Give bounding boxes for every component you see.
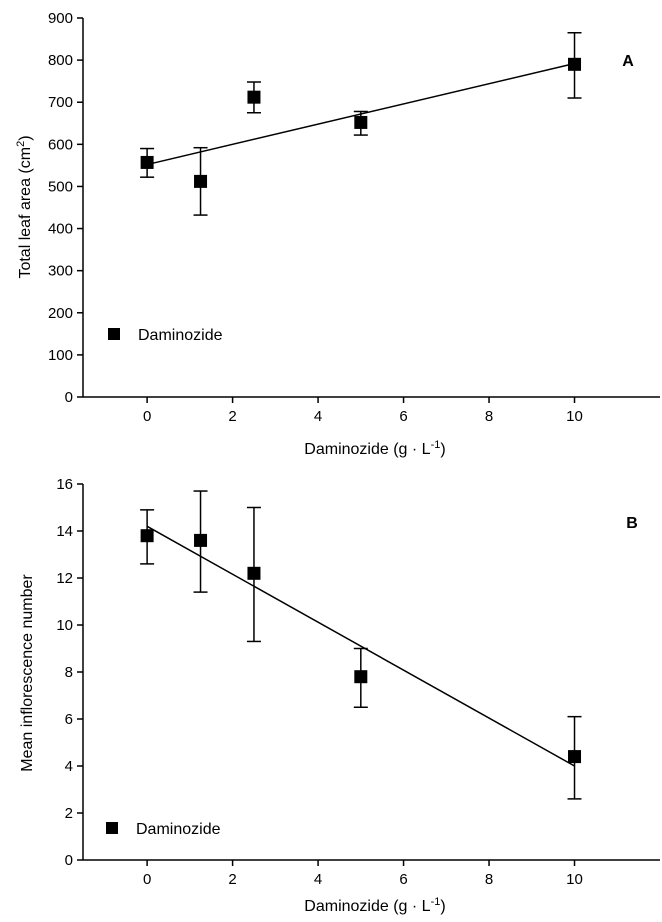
panel-a-x-tick-label: 0 (143, 408, 151, 425)
panel-b-x-tick-label: 0 (143, 871, 151, 888)
panel-b-y-tick-label: 0 (65, 852, 73, 869)
panel-a-axes: 0 100 200 300 400 500 600 700 800 900 0 2 4 6 8 10 (48, 10, 660, 425)
panel-a-x-tick-label: 8 (485, 408, 493, 425)
panel-a-data-point (194, 175, 207, 188)
panel-b-fit-line (147, 526, 574, 766)
panel-b-y-tick-label: 10 (56, 617, 73, 634)
panel-b-x-tick-label: 8 (485, 871, 493, 888)
panel-b-y-tick-label: 8 (65, 664, 73, 681)
panel-a-y-axis-title: Total leaf area (cm2) (15, 135, 34, 278)
panel-a-data-point (141, 156, 154, 169)
panel-b-x-tick-label: 6 (399, 871, 407, 888)
panel-a-x-axis-title: Daminozide (g · L-1) (304, 439, 445, 458)
panel-b-x-tick-label: 4 (314, 871, 322, 888)
panel-b-y-tick-label: 6 (65, 711, 73, 728)
panel-a-y-tick-label: 100 (48, 347, 73, 364)
panel-a-legend-marker (108, 328, 120, 340)
panel-b-data-point (354, 670, 367, 683)
panel-a-data-point (568, 58, 581, 71)
panel-a-data-point (354, 116, 367, 129)
panel-b-y-tick-label: 2 (65, 805, 73, 822)
panel-b-label: B (626, 515, 638, 532)
panel-b: 0 2 4 6 8 10 12 14 16 0 2 4 6 8 10 B Daminozide Damino… (19, 476, 660, 915)
panel-a-data-point (247, 91, 260, 104)
panel-b-y-tick-label: 12 (56, 570, 73, 587)
panel-a-y-tick-label: 800 (48, 52, 73, 69)
panel-a-y-tick-label: 200 (48, 305, 73, 322)
panel-a-x-tick-label: 6 (399, 408, 407, 425)
panel-b-y-axis-title: Mean inflorescence number (19, 574, 36, 772)
panel-a-marks (140, 33, 581, 215)
panel-a-x-tick-label: 10 (566, 408, 583, 425)
panel-b-legend: Daminozide (106, 821, 221, 838)
panel-b-data-point (194, 534, 207, 547)
panel-a-y-tick-label: 900 (48, 10, 73, 27)
panel-b-y-tick-label: 16 (56, 476, 73, 493)
panel-a-x-tick-label: 4 (314, 408, 322, 425)
panel-a-y-tick-label: 0 (65, 389, 73, 406)
panel-a: 0 100 200 300 400 500 600 700 800 900 0 2 4 6 8 10 A Da… (15, 10, 660, 458)
panel-b-data-point (568, 750, 581, 763)
panel-a-y-tick-label: 300 (48, 263, 73, 280)
panel-a-label: A (622, 53, 634, 70)
panel-b-x-tick-label: 2 (228, 871, 236, 888)
panel-a-y-tick-label: 600 (48, 136, 73, 153)
panel-a-legend-label: Daminozide (138, 327, 223, 344)
panel-a-x-tick-label: 2 (228, 408, 236, 425)
panel-b-y-tick-label: 14 (56, 523, 73, 540)
panel-b-y-tick-label: 4 (65, 758, 73, 775)
panel-b-legend-marker (106, 822, 118, 834)
panel-b-data-point (247, 567, 260, 580)
panel-b-legend-label: Daminozide (136, 821, 221, 838)
panel-a-legend: Daminozide (108, 327, 223, 344)
panel-a-y-tick-label: 700 (48, 94, 73, 111)
panel-b-x-axis-title: Daminozide (g · L-1) (304, 896, 445, 915)
panel-b-marks (140, 491, 581, 799)
panel-b-data-point (141, 529, 154, 542)
panel-b-x-tick-label: 10 (566, 871, 583, 888)
panel-a-y-tick-label: 400 (48, 221, 73, 238)
panel-a-y-tick-label: 500 (48, 178, 73, 195)
